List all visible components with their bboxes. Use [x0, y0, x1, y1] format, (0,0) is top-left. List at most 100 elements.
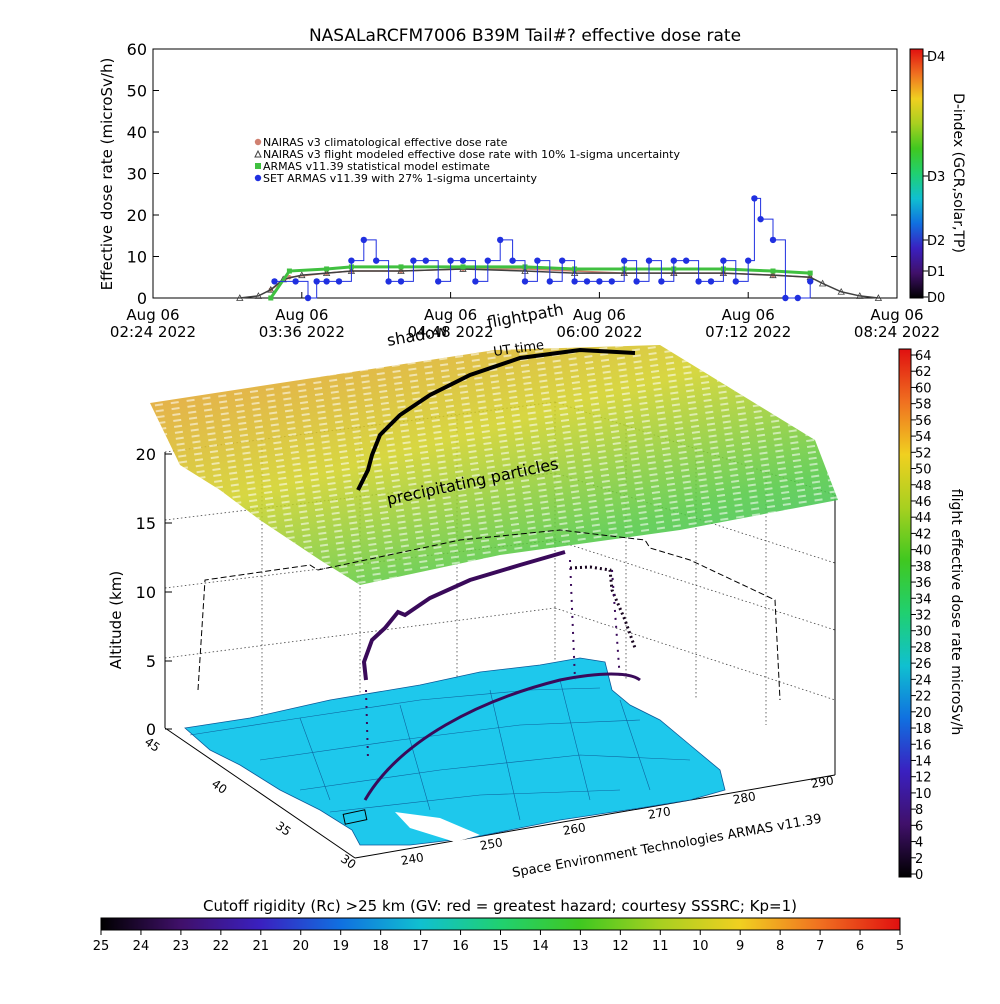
series-point: [397, 267, 405, 274]
longitude-tick-label: 270: [647, 804, 672, 822]
series-point: [695, 278, 702, 285]
dose-tick-label: 4: [915, 836, 923, 851]
dose-tick-label: 12: [915, 771, 932, 786]
series-point: [521, 278, 529, 285]
series-point: [645, 257, 653, 264]
cutoff-tick-label: 25: [93, 939, 110, 954]
dose-ticks: 6462605856545250484644424038363432302826…: [911, 349, 932, 883]
dindex-tick-label: D1: [927, 265, 945, 280]
series-point: [837, 287, 845, 295]
dose-tick-label: 2: [915, 852, 923, 867]
dindex-tick-label: D2: [927, 234, 945, 249]
cutoff-tick-label: 5: [896, 939, 904, 954]
dindex-tick-label: D3: [927, 170, 945, 185]
series-point: [360, 236, 367, 244]
chart-title: NASALaRCFM7006 B39M Tail#? effective dos…: [309, 26, 741, 46]
cutoff-tick-label: 12: [612, 939, 629, 954]
series-point: [484, 257, 491, 264]
latitude-tick-label: 35: [273, 819, 294, 839]
dose-tick-label: 48: [915, 479, 932, 494]
shadow-path: [197, 529, 781, 701]
dose-tick-label: 62: [915, 365, 932, 380]
latitude-tick-label: 40: [209, 777, 230, 797]
series-point: [720, 257, 727, 264]
dose-tick-label: 38: [915, 560, 932, 575]
series-point: [410, 257, 417, 264]
legend-marker: [255, 163, 261, 169]
y-tick-label: 0: [137, 289, 147, 308]
series-point: [534, 257, 541, 264]
dindex-gradient: [909, 48, 924, 299]
dose-colorbar: 6462605856545250484644424038363432302826…: [898, 348, 964, 883]
timeseries-ylabel: Effective dose rate (microSv/h): [98, 58, 116, 291]
y-tick-label: 50: [127, 82, 147, 101]
series-point: [818, 279, 827, 287]
cutoff-tick-label: 6: [856, 939, 864, 954]
timeseries-y-ticks: 60 50 40 30 20 10 0: [127, 40, 897, 308]
cutoff-tick-label: 16: [452, 939, 469, 954]
dose-tick-label: 16: [915, 738, 932, 753]
series-line-1: [239, 268, 879, 299]
series-point: [335, 278, 343, 285]
timeseries-panel: Effective dose rate (microSv/h) 60 50 40 30…: [98, 40, 940, 341]
dose-tick-label: 52: [915, 446, 932, 461]
dose-tick-label: 40: [915, 544, 932, 559]
series-point: [807, 270, 813, 276]
longitude-ticks: 240 250 260 270 280 290: [400, 773, 835, 868]
dose-tick-label: 36: [915, 576, 932, 591]
x-tick-label-time: 03:36 2022: [259, 323, 345, 341]
series-point: [583, 278, 591, 285]
series-point: [472, 278, 479, 285]
series-point: [447, 257, 454, 264]
dose-tick-label: 54: [915, 430, 932, 445]
series-point: [596, 278, 603, 285]
dose-tick-label: 34: [915, 592, 932, 607]
series-point: [459, 257, 467, 264]
ut-time-label: UT time: [492, 338, 545, 360]
particles-layer: [150, 345, 838, 585]
cutoff-tick-label: 7: [816, 939, 824, 954]
dose-tick-label: 14: [915, 754, 932, 769]
series-point: [313, 278, 320, 285]
dindex-label: D-index (GCR,solar,TP): [950, 93, 966, 253]
timeseries-series: [236, 195, 883, 302]
series-point: [267, 285, 275, 293]
dose-tick-label: 18: [915, 722, 932, 737]
y-tick-label: 30: [127, 165, 147, 184]
legend-marker: [254, 149, 262, 158]
latitude-tick-label: 30: [338, 852, 359, 872]
legend-marker: [254, 174, 262, 182]
longitude-tick-label: 280: [732, 789, 757, 807]
dose-tick-label: 22: [915, 690, 932, 705]
cutoff-tick-label: 19: [332, 939, 349, 954]
series-point: [559, 257, 566, 264]
series-point: [509, 257, 516, 264]
cutoff-tick-label: 20: [292, 939, 309, 954]
flight-path-3d-tail: [569, 565, 637, 649]
x-tick-label-date: Aug 06: [573, 306, 626, 324]
series-point: [435, 278, 442, 285]
series-point: [683, 257, 690, 264]
dose-tick-label: 64: [915, 349, 932, 364]
x-tick-label-time: 06:00 2022: [556, 323, 642, 341]
series-point: [807, 278, 814, 285]
series-point: [770, 268, 776, 274]
dose-tick-label: 58: [915, 398, 932, 413]
dose-tick-label: 0: [915, 868, 923, 883]
series-point: [874, 294, 883, 301]
shadow-label: shadow: [385, 321, 449, 350]
series-point: [422, 257, 429, 264]
particles-texture: [150, 345, 838, 585]
cutoff-colorbar: Cutoff rigidity (Rc) >25 km (GV: red = g…: [93, 897, 904, 954]
x-tick-label-time: 04:48 2022: [408, 323, 494, 341]
altitude-tick-label: 15: [136, 514, 156, 533]
globe-panel: shadow flightpath UT time precipitating …: [107, 300, 838, 881]
dose-tick-label: 44: [915, 511, 932, 526]
cutoff-tick-label: 15: [492, 939, 509, 954]
cutoff-tick-label: 14: [532, 939, 549, 954]
x-tick-label-time: 08:24 2022: [854, 323, 940, 341]
dose-tick-label: 10: [915, 787, 932, 802]
dose-tick-label: 56: [915, 414, 932, 429]
y-tick-label: 40: [127, 123, 147, 142]
